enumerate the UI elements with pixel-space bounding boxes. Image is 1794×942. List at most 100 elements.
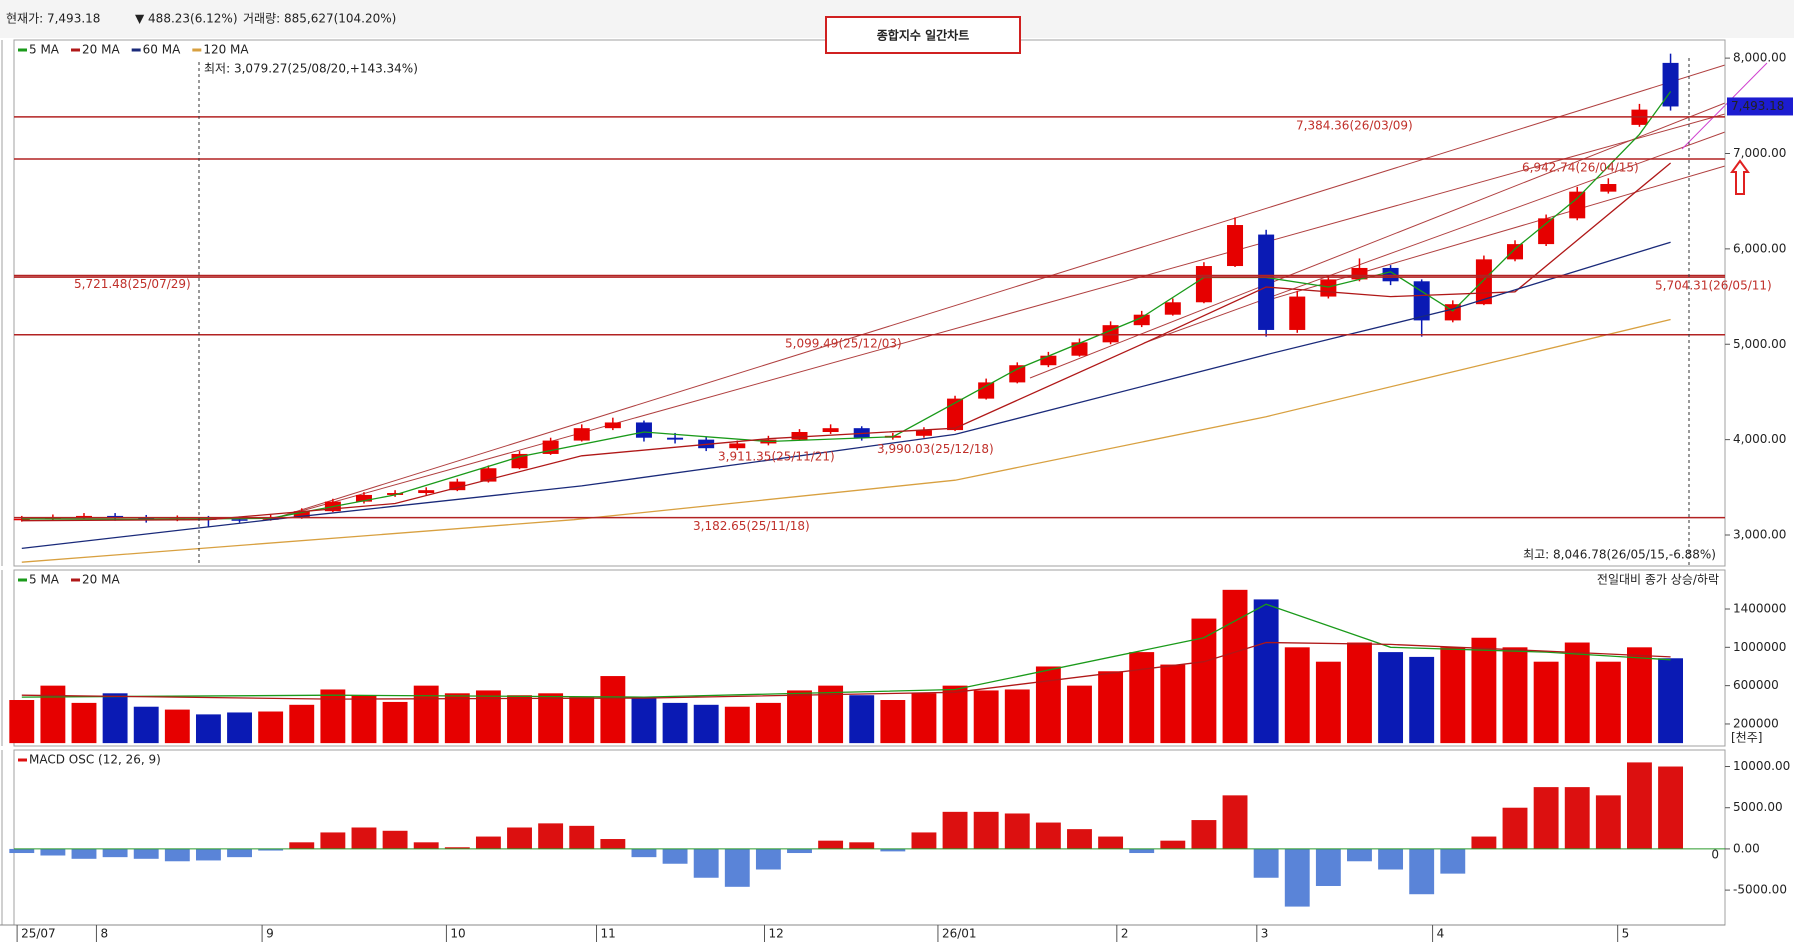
volume-bar (1440, 647, 1466, 744)
macd-bar (1471, 836, 1497, 849)
macd-bar (1440, 848, 1466, 874)
volume-bar (9, 700, 35, 744)
volume-bar (1035, 666, 1061, 744)
volume-bar (1378, 652, 1404, 744)
candle-body (729, 443, 746, 449)
legend-label: 120 MA (203, 43, 249, 57)
candle-body (1133, 314, 1150, 326)
macd-bar (880, 848, 906, 852)
volume-bar (1502, 647, 1528, 744)
macd-bar (1627, 762, 1652, 849)
trend-lines (268, 62, 1768, 521)
candle-body (387, 493, 404, 495)
x-tick-label: 25/07 (21, 927, 56, 941)
legend-label: 20 MA (82, 573, 120, 587)
high-note: 최고: 8,046.78(26/05/15,-6.88%) (1523, 548, 1716, 562)
level-label: 5,704.31(26/05/11) (1655, 279, 1772, 293)
x-tick-label: 2 (1121, 927, 1129, 941)
volume-bar (569, 697, 595, 744)
candle-body (791, 431, 808, 440)
volume-bar (849, 695, 875, 744)
macd-bar (662, 848, 688, 864)
macd-bar (1067, 829, 1092, 849)
macd-bar (1284, 848, 1310, 907)
up-arrow (1730, 159, 1750, 195)
macd-bar (258, 848, 284, 851)
candle-body (1320, 279, 1337, 297)
macd-bar (1004, 813, 1030, 849)
current-price: 현재가: 7,493.18 (6, 12, 100, 26)
candle-body (1102, 325, 1119, 343)
macd-bar (724, 848, 750, 887)
macd-bar (289, 842, 315, 849)
legend-label: 20 MA (82, 43, 120, 57)
volume-bar (71, 702, 97, 744)
candle-body (1071, 342, 1088, 356)
macd-bar (320, 832, 346, 849)
trend-line (268, 113, 1726, 521)
volume-bar (973, 690, 999, 744)
volume-bar (1004, 689, 1030, 744)
volume-bar (911, 693, 937, 744)
trend-line (1143, 131, 1726, 344)
last-price-box (1727, 97, 1793, 116)
macd-bar (1191, 820, 1217, 849)
macd-bar (600, 839, 626, 849)
x-tick-label: 26/01 (942, 927, 977, 941)
candle-body (293, 511, 310, 518)
candle-body (822, 428, 839, 432)
macd-bar (1533, 787, 1559, 849)
x-tick-label: 4 (1437, 927, 1445, 941)
x-tick-label: 3 (1261, 927, 1269, 941)
volume-bar (1595, 661, 1621, 744)
x-tick-label: 12 (769, 927, 784, 941)
volume-bar (787, 690, 812, 744)
ma-line (21, 318, 1671, 563)
y-tick-label: 3,000.00 (1733, 528, 1786, 542)
candle-body (1009, 365, 1026, 383)
x-tick-label: 8 (100, 927, 108, 941)
candle-body (1195, 266, 1212, 303)
volume-bar (133, 706, 159, 744)
panel-note: 전일대비 종가 상승/하락 (1597, 573, 1719, 587)
macd-bar (9, 848, 35, 854)
x-tick-label: 9 (266, 927, 274, 941)
macd-bar (1347, 848, 1372, 862)
candle-body (635, 422, 652, 438)
macd-bar (1564, 787, 1590, 849)
macd-bar (475, 836, 501, 849)
volume-bar (227, 712, 252, 744)
macd-bar (71, 848, 97, 859)
volume-bar (289, 704, 315, 744)
candle-body (1507, 244, 1524, 260)
macd-bar (133, 848, 159, 859)
ma-line (21, 241, 1671, 550)
title-box (825, 16, 1021, 54)
price-change: ▼ 488.23(6.12%) (135, 12, 238, 26)
macd-bar (1378, 848, 1404, 870)
y-tick-label: 0.00 (1733, 841, 1760, 855)
y-tick-label: 10000.00 (1733, 759, 1790, 773)
candle-body (1289, 296, 1306, 330)
macd-bar (1502, 807, 1528, 849)
last-price-label: 7,493.18 (1731, 99, 1784, 113)
candle-body (604, 422, 621, 429)
macd-bar (40, 848, 66, 856)
macd-bar (755, 848, 781, 870)
volume-bar (1160, 664, 1186, 744)
trend-line (268, 64, 1726, 521)
volume-bar (40, 685, 66, 744)
candle-body (418, 490, 435, 494)
candle-body (1164, 302, 1181, 315)
candle-body (355, 494, 372, 502)
volume-bar (382, 701, 408, 744)
level-label: 3,182.65(25/11/18) (693, 519, 810, 533)
macd-bar (507, 827, 532, 849)
volume-bar (258, 711, 284, 744)
macd-bar (631, 848, 657, 858)
candle-body (13, 518, 30, 521)
candle-body (231, 519, 248, 521)
candle-body (1382, 267, 1399, 282)
